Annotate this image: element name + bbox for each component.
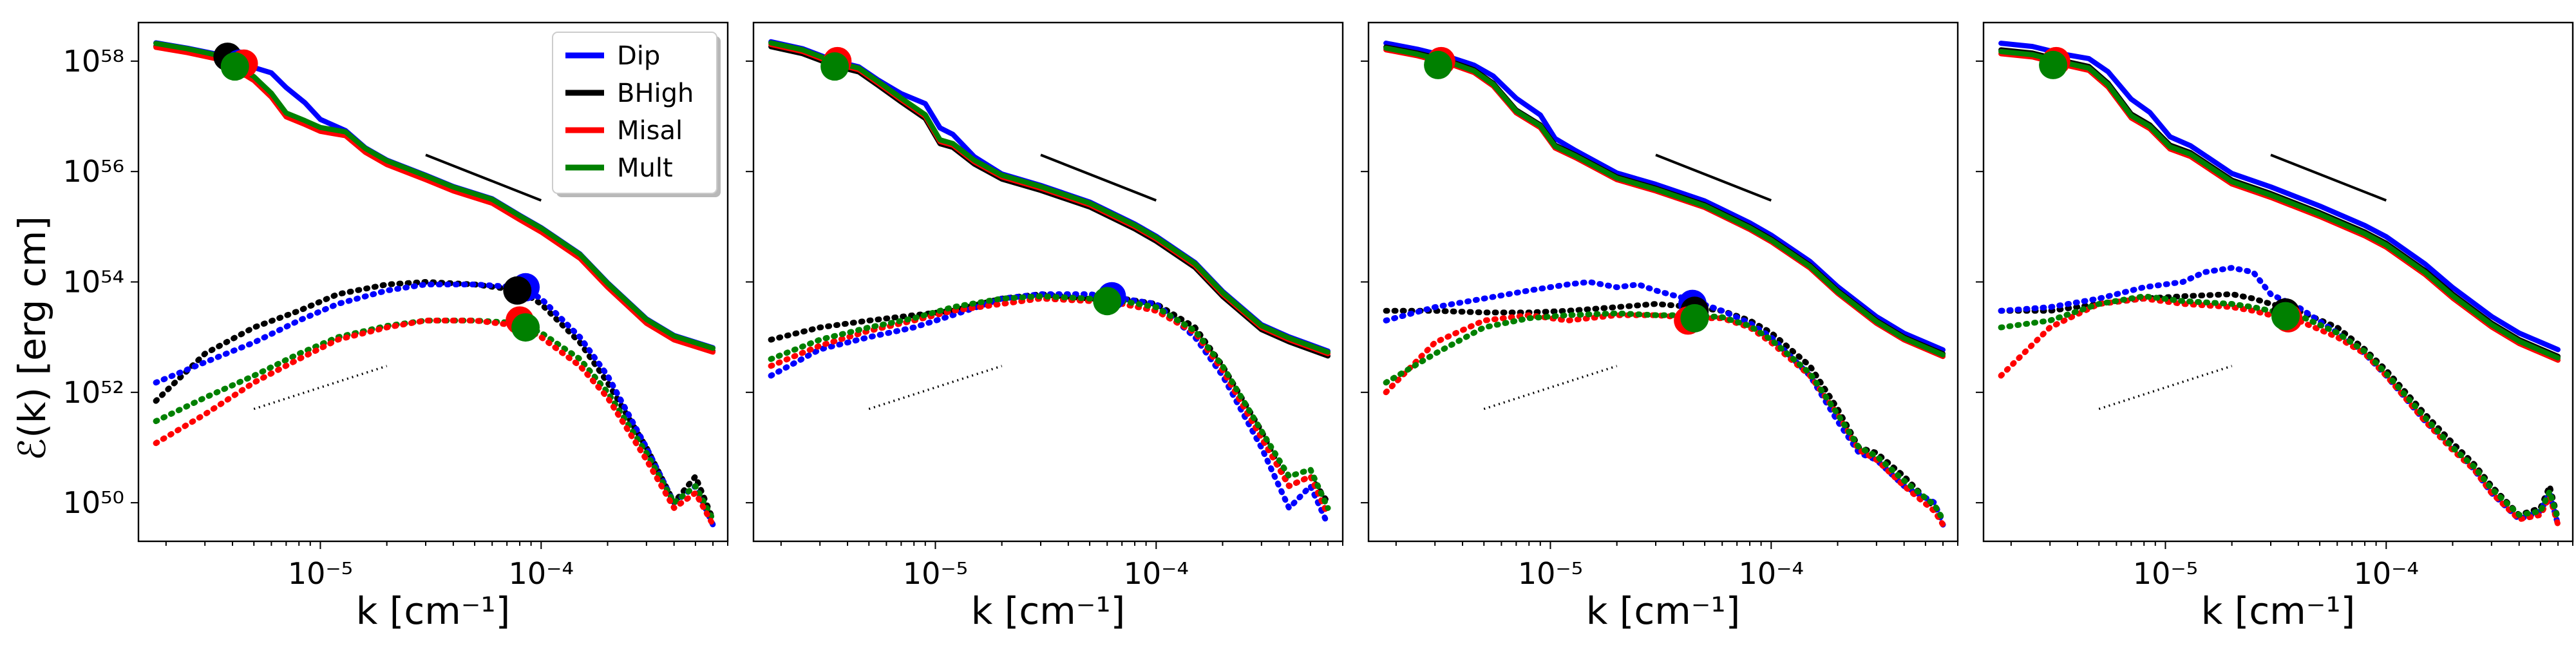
legend-label-mult: Mult [617,153,673,183]
y-tick-label: 10⁵⁴ [63,265,124,300]
reference-line-solid [425,153,542,202]
panel-frame [1982,21,2574,543]
legend: Dip BHigh Misal Mult [552,32,721,197]
dotted-line-mult [1998,293,2561,523]
dotted-line-dip [1383,279,1946,528]
marker-mult [511,313,540,342]
dotted-line-misal [1383,312,1946,528]
marker-mult [220,52,249,81]
y-axis-label: ℰ(k) [erg cm] [10,216,54,461]
marker-mult [2039,50,2068,79]
x-tick-label: 10⁻⁵ [1518,556,1583,591]
dotted-line-bhigh [768,291,1331,506]
marker-mult [820,52,849,81]
legend-label-bhigh: BHigh [617,79,694,108]
solid-line-dip [768,39,1331,354]
panel-4: 10⁻⁵ 10⁻⁴k [cm⁻¹] [1976,21,2574,633]
solid-line-mult [1998,49,2561,361]
panel-3: 10⁻⁵ 10⁻⁴k [cm⁻¹] [1361,21,1959,633]
reference-line-solid [2270,153,2387,202]
dotted-line-misal [768,295,1331,518]
x-tick-label: 10⁻⁵ [2133,556,2198,591]
x-axis-label: k [cm⁻¹] [1586,589,1741,633]
dotted-line-misal [153,317,716,528]
y-tick-label: 10⁵² [63,375,124,410]
reference-line-dotted [868,365,1003,410]
panel-1: 10⁵⁰ 10⁵² 10⁵⁴ 10⁵⁶ 10⁵⁸ 10⁻⁵ 10⁻⁴k [cm⁻¹] [63,21,729,633]
solid-line-dip [1383,41,1946,352]
marker-mult [1093,287,1122,316]
y-tick-label: 10⁵⁰ [63,485,124,520]
x-tick-label: 10⁻⁴ [509,556,574,591]
x-tick-label: 10⁻⁴ [1124,556,1189,591]
plot-area [1383,41,1946,528]
reference-line-solid [1655,153,1772,202]
marker-mult [2271,302,2300,331]
reference-line-dotted [2098,365,2233,410]
legend-box [552,32,717,194]
x-tick-label: 10⁻⁴ [1739,556,1804,591]
marker-mult [1424,50,1453,79]
x-axis-label: k [cm⁻¹] [356,589,511,633]
plot-area [1998,41,2561,528]
solid-line-mult [1383,45,1946,358]
plot-area [153,40,716,528]
marker-bhigh [503,276,532,305]
dotted-line-misal [1998,295,2561,528]
solid-line-mult [153,41,715,351]
x-tick-label: 10⁻⁵ [288,556,353,591]
dotted-line-bhigh [153,279,716,523]
y-tick-label: 10⁵⁸ [63,44,124,79]
x-axis-label: k [cm⁻¹] [2201,589,2356,633]
panel-frame [752,21,1344,543]
dotted-line-mult [1383,310,1946,523]
marker-mult [1680,304,1709,333]
y-tick-label: 10⁵⁶ [63,154,124,189]
legend-label-misal: Misal [617,116,683,146]
solid-line-mult [768,40,1331,355]
x-axis-label: k [cm⁻¹] [971,589,1126,633]
reference-line-solid [1040,153,1157,202]
panel-frame [1367,21,1959,543]
dotted-line-mult [768,293,1331,511]
x-tick-label: 10⁻⁵ [903,556,968,591]
legend-label-dip: Dip [617,41,660,71]
reference-line-dotted [1483,365,1618,410]
panel-2: 10⁻⁵ 10⁻⁴k [cm⁻¹] [746,21,1344,633]
solid-line-dip [1998,41,2561,352]
solid-line-misal [153,44,715,355]
plot-area [768,39,1331,528]
x-tick-label: 10⁻⁴ [2354,556,2419,591]
